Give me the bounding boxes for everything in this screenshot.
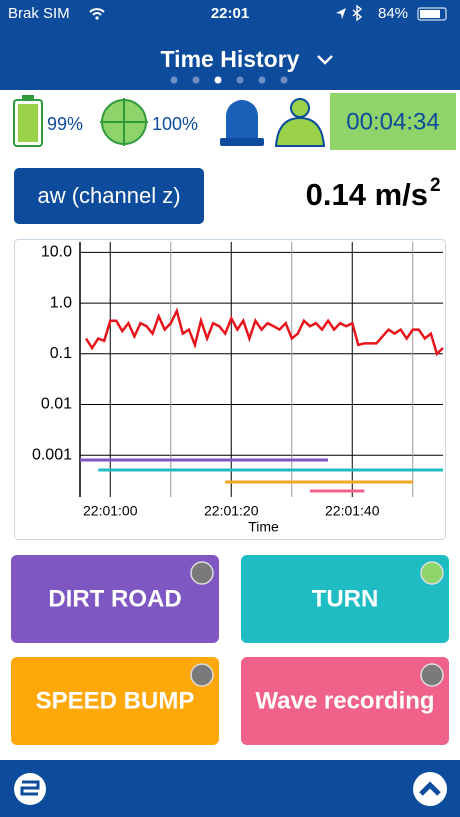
x-tick-label: 22:01:20 [204,503,259,519]
dot [258,76,266,84]
dot [280,76,288,84]
reading: 0.14 m/s [306,177,428,212]
event-button[interactable] [241,657,449,745]
title-dropdown[interactable] [317,55,333,65]
footer-bg [0,760,460,817]
dot [236,76,244,84]
chart-frame [14,239,446,540]
wifi-icon [89,8,105,16]
scroll-up-button[interactable] [413,772,447,806]
clock: 22:01 [211,5,249,22]
event-status-light [420,663,444,687]
channel-button[interactable] [14,168,204,224]
chart: 10.0 1.0 0.1 0.01 0.001 22:01:00 22:01:20 22:01… [32,242,444,535]
data-line [84,307,444,357]
scroll-up-arrow [419,781,441,796]
y-tick-label: 1.0 [50,294,72,311]
battery-level: 84% [378,5,408,22]
siren-base [220,138,264,146]
event-button-label[interactable]: SPEED BUMP [36,687,195,714]
screen-title[interactable]: Time History [161,46,300,72]
event-button[interactable] [241,555,449,643]
x-tick-label: 22:01:40 [325,503,380,519]
event-button[interactable] [11,555,219,643]
logo-mark [20,780,40,796]
location-icon [336,8,346,19]
battery-percent: 99% [47,114,83,134]
channel-label[interactable]: aw (channel z) [37,183,180,208]
x-tick-label: 22:01:00 [83,503,138,519]
gps-cross [100,98,148,146]
battery-cap [22,95,34,100]
event-status-light [420,561,444,585]
y-tick-label: 0.01 [41,396,72,413]
event-button-label[interactable]: Wave recording [255,687,434,714]
x-axis-label: Time [248,519,279,535]
event-status-light [190,561,214,585]
dot [214,76,222,84]
wifi-dot [95,16,99,20]
gps-percent: 100% [152,114,198,134]
battery-icon [417,7,447,21]
dot [192,76,200,84]
y-tick-label: 10.0 [41,244,72,261]
dot [170,76,178,84]
y-tick-label: 0.1 [50,345,72,362]
y-tick-label: 0.001 [32,446,72,463]
battery-level-fill [18,104,38,142]
timer-box [330,93,456,150]
seat-body [274,116,326,147]
timer: 00:04:34 [346,108,439,135]
event-button-label[interactable]: TURN [312,585,379,612]
event-status-light [190,663,214,687]
reading-exponent: 2 [430,175,441,196]
bluetooth-icon [352,4,363,22]
event-button-label[interactable]: DIRT ROAD [48,585,181,612]
header-bg [0,0,460,90]
page-dots [170,76,288,84]
seat-head [290,98,310,118]
carrier: Brak SIM [8,5,70,22]
event-button[interactable] [11,657,219,745]
battery-fill [420,10,440,18]
siren-icon [226,100,258,138]
